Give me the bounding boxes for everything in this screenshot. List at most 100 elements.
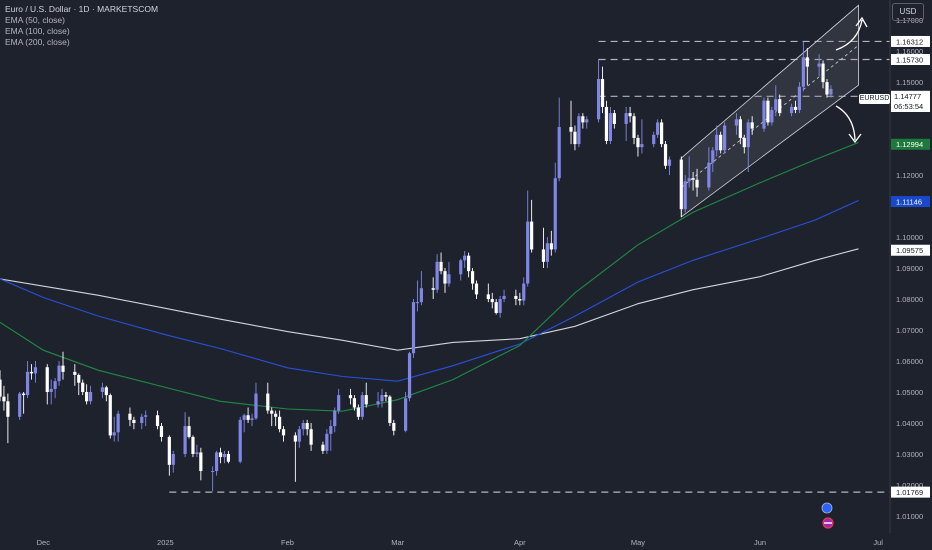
candle[interactable] bbox=[144, 410, 148, 427]
candle[interactable] bbox=[376, 392, 380, 408]
candle[interactable] bbox=[104, 385, 108, 402]
candle[interactable] bbox=[549, 230, 553, 256]
candle[interactable] bbox=[632, 113, 636, 145]
candle[interactable] bbox=[687, 156, 691, 188]
candle[interactable] bbox=[608, 106, 612, 145]
candle[interactable] bbox=[380, 388, 384, 408]
ema50-legend[interactable]: EMA (50, close) bbox=[5, 15, 65, 25]
candle[interactable] bbox=[636, 134, 640, 157]
candle[interactable] bbox=[723, 122, 727, 154]
candle[interactable] bbox=[659, 119, 664, 148]
candle[interactable] bbox=[293, 432, 297, 482]
candle[interactable] bbox=[325, 429, 329, 454]
candle[interactable] bbox=[407, 351, 412, 402]
candle[interactable] bbox=[167, 435, 171, 476]
candle[interactable] bbox=[652, 131, 656, 148]
candle[interactable] bbox=[742, 134, 746, 154]
candle[interactable] bbox=[88, 385, 93, 405]
candle[interactable] bbox=[22, 392, 26, 414]
ema200-legend[interactable]: EMA (200, close) bbox=[5, 37, 70, 47]
candle[interactable] bbox=[470, 268, 475, 290]
candle[interactable] bbox=[825, 79, 829, 98]
candle[interactable] bbox=[329, 419, 333, 451]
candle[interactable] bbox=[695, 168, 699, 197]
candle[interactable] bbox=[738, 116, 742, 145]
candle[interactable] bbox=[333, 407, 337, 433]
candle[interactable] bbox=[817, 54, 821, 76]
candle[interactable] bbox=[278, 410, 282, 433]
candle[interactable] bbox=[502, 289, 506, 303]
candle[interactable] bbox=[770, 106, 774, 126]
candle[interactable] bbox=[494, 299, 498, 315]
ema100-line[interactable] bbox=[0, 199, 859, 382]
candle[interactable] bbox=[667, 156, 672, 176]
candle[interactable] bbox=[411, 299, 416, 358]
candle[interactable] bbox=[746, 119, 750, 172]
candle[interactable] bbox=[392, 419, 396, 436]
candle[interactable] bbox=[805, 48, 809, 86]
candle[interactable] bbox=[498, 295, 502, 318]
candle[interactable] bbox=[388, 395, 392, 427]
candle[interactable] bbox=[305, 419, 309, 436]
candle[interactable] bbox=[116, 410, 120, 442]
candle[interactable] bbox=[270, 407, 274, 427]
candle[interactable] bbox=[187, 416, 191, 439]
candle[interactable] bbox=[600, 66, 605, 114]
candle[interactable] bbox=[2, 385, 6, 411]
candle[interactable] bbox=[514, 289, 518, 306]
candle[interactable] bbox=[61, 351, 65, 380]
candle[interactable] bbox=[474, 280, 479, 300]
candle[interactable] bbox=[596, 58, 601, 123]
symbol-title[interactable]: Euro / U.S. Dollar · 1D · MARKETSCOM bbox=[5, 4, 159, 14]
candle[interactable] bbox=[577, 113, 581, 148]
candle[interactable] bbox=[797, 82, 802, 114]
candle[interactable] bbox=[171, 450, 175, 473]
candle[interactable] bbox=[604, 100, 609, 145]
candle[interactable] bbox=[195, 444, 199, 458]
candle[interactable] bbox=[707, 147, 711, 191]
candle[interactable] bbox=[0, 370, 2, 402]
candle[interactable] bbox=[435, 254, 439, 293]
candle[interactable] bbox=[159, 422, 164, 442]
candle[interactable] bbox=[348, 388, 353, 405]
candle[interactable] bbox=[415, 280, 420, 312]
candle[interactable] bbox=[463, 251, 467, 269]
candle[interactable] bbox=[33, 361, 38, 383]
candle[interactable] bbox=[612, 110, 616, 129]
candle[interactable] bbox=[518, 292, 522, 306]
candle[interactable] bbox=[274, 410, 278, 427]
candle[interactable] bbox=[801, 41, 805, 92]
candle[interactable] bbox=[829, 85, 833, 98]
candle[interactable] bbox=[191, 435, 195, 458]
candle[interactable] bbox=[226, 450, 231, 464]
candle[interactable] bbox=[663, 140, 668, 169]
candle[interactable] bbox=[238, 416, 242, 464]
candle[interactable] bbox=[719, 131, 723, 154]
candle[interactable] bbox=[778, 94, 782, 117]
candle[interactable] bbox=[25, 361, 30, 399]
candle[interactable] bbox=[337, 388, 341, 414]
candle[interactable] bbox=[100, 382, 104, 399]
candle[interactable] bbox=[108, 393, 112, 439]
candle[interactable] bbox=[85, 384, 89, 405]
candle[interactable] bbox=[447, 261, 451, 287]
candle[interactable] bbox=[691, 171, 695, 191]
candle[interactable] bbox=[140, 413, 144, 430]
candle[interactable] bbox=[656, 119, 660, 138]
candle[interactable] bbox=[81, 379, 85, 396]
ema50-line[interactable] bbox=[0, 141, 859, 412]
candle[interactable] bbox=[711, 147, 715, 172]
candle[interactable] bbox=[573, 125, 577, 151]
candle[interactable] bbox=[624, 106, 628, 141]
candle[interactable] bbox=[522, 277, 526, 306]
candle[interactable] bbox=[774, 85, 778, 117]
ema200-line[interactable] bbox=[0, 248, 859, 351]
candle[interactable] bbox=[242, 413, 246, 433]
candle[interactable] bbox=[640, 119, 644, 154]
candle[interactable] bbox=[53, 378, 57, 399]
candle[interactable] bbox=[762, 97, 766, 132]
candle[interactable] bbox=[715, 125, 719, 157]
candle[interactable] bbox=[218, 447, 223, 464]
candle[interactable] bbox=[679, 156, 683, 217]
